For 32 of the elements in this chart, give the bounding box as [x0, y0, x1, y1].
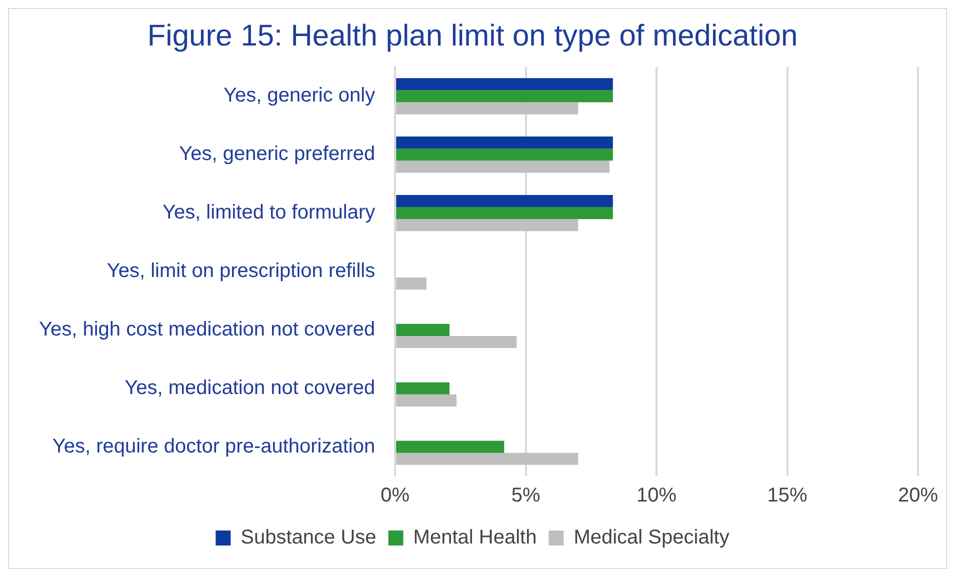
- bar: [396, 78, 613, 90]
- x-tick-label: 10%: [636, 484, 677, 507]
- bar: [396, 102, 578, 114]
- x-tick-label: 5%: [511, 484, 541, 507]
- y-tick-label: Yes, limited to formulary: [162, 202, 376, 224]
- bar: [396, 207, 613, 220]
- y-tick-label: Yes, generic only: [224, 84, 376, 107]
- bar: [396, 148, 613, 161]
- x-tick-label: 0%: [380, 484, 410, 507]
- bar: [396, 382, 450, 394]
- x-tick-label: 20%: [898, 484, 938, 507]
- y-tick-label: Yes, limit on prescription refills: [106, 260, 376, 282]
- bar: [396, 90, 613, 102]
- bar: [396, 160, 610, 173]
- legend-label: Medical Specialty: [574, 526, 730, 549]
- bar: [396, 194, 613, 208]
- bar: [396, 136, 613, 149]
- legend-label: Substance Use: [240, 526, 376, 549]
- bar: [396, 452, 578, 465]
- legend-label: Mental Health: [413, 526, 537, 549]
- x-tick-label: 15%: [767, 484, 808, 507]
- bar: [396, 394, 457, 406]
- y-tick-label: Yes, high cost medication not covered: [38, 318, 376, 340]
- y-tick-label: Yes, generic preferred: [179, 143, 376, 166]
- bar: [396, 336, 517, 348]
- chart-title: Figure 15: Health plan limit on type of medication: [147, 19, 798, 52]
- bar: [396, 324, 450, 336]
- bar: [396, 278, 427, 290]
- bar: [396, 219, 578, 232]
- y-tick-label: Yes, require doctor pre-authorization: [52, 435, 376, 458]
- y-tick-label: Yes, medication not covered: [124, 376, 376, 399]
- bar: [396, 440, 504, 453]
